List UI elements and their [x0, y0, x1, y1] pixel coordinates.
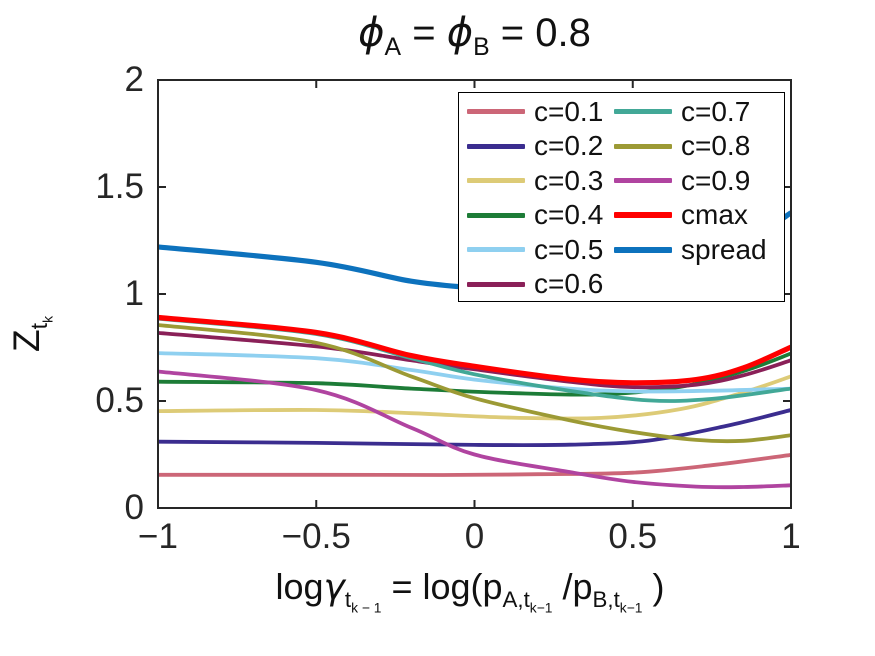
legend-label: c=0.4 — [534, 199, 604, 230]
series-line-c0.1 — [158, 453, 791, 477]
series-line-c0.5 — [158, 351, 791, 394]
legend-item-spread: spread — [614, 232, 767, 267]
legend-swatch — [614, 246, 672, 253]
legend-swatch — [467, 143, 525, 149]
legend-swatch — [467, 281, 525, 287]
y-tick-label: 1.5 — [95, 167, 144, 206]
legend-item-c0.1: c=0.1 — [467, 94, 603, 129]
title-subscript-a: A — [384, 34, 402, 61]
legend-swatch — [614, 178, 672, 183]
legend-swatch — [614, 109, 672, 114]
legend-item-c0.4: c=0.4 — [467, 198, 603, 233]
series-line-c0.8 — [158, 323, 791, 444]
legend-item-c0.8: c=0.8 — [614, 129, 750, 164]
legend-swatch — [467, 247, 525, 252]
title-subscript-b: B — [473, 34, 490, 61]
series-line-c0.2 — [158, 408, 791, 448]
phi-symbol: ϕ — [358, 10, 385, 56]
legend-item-cmax: cmax — [614, 198, 748, 233]
series-line-c0.7 — [158, 316, 791, 403]
gamma-symbol: γ — [323, 567, 345, 608]
plot-title: ϕA = ϕB = 0.8 — [358, 10, 591, 61]
legend-label: c=0.6 — [534, 268, 604, 299]
legend-label: c=0.3 — [534, 164, 604, 196]
phi-symbol: ϕ — [446, 10, 474, 56]
legend-item-c0.9: c=0.9 — [614, 163, 750, 198]
legend-item-c0.3: c=0.3 — [467, 163, 603, 198]
legend-label: c=0.5 — [534, 233, 604, 265]
legend-swatch — [614, 212, 672, 218]
series-line-c0.9 — [158, 369, 791, 490]
x-tick-label: −1 — [138, 517, 178, 556]
legend-box: c=0.1 c=0.2 c=0.3 c=0.4 c=0.5 c=0.6 c=0.7 c=0.8… — [458, 92, 785, 302]
y-tick-label: 1 — [124, 274, 144, 313]
y-tick-label: 0.5 — [95, 381, 144, 420]
x-tick-label: 1 — [781, 517, 801, 556]
x-tick-label: 0.5 — [608, 517, 658, 556]
legend-swatch — [467, 109, 525, 114]
y-tick-label: 2 — [124, 60, 144, 99]
legend-label: c=0.1 — [534, 95, 604, 127]
legend-label: c=0.8 — [681, 130, 751, 161]
legend-item-c0.5: c=0.5 — [467, 232, 603, 267]
legend-label: c=0.7 — [681, 95, 751, 127]
legend-item-c0.6: c=0.6 — [467, 267, 603, 302]
x-axis-label: logγtk − 1 = log(pA,tk−1 /pB,tk−1 ) — [275, 566, 665, 616]
legend-label: c=0.9 — [681, 164, 751, 196]
legend-label: c=0.2 — [534, 130, 604, 161]
series-line-cmax — [158, 314, 791, 386]
legend-item-c0.7: c=0.7 — [614, 94, 750, 129]
x-tick-label: 0 — [464, 517, 485, 556]
y-axis-label: Ztk — [6, 315, 57, 352]
legend-swatch — [467, 178, 525, 183]
y-tick-label: 0 — [124, 488, 144, 527]
legend-swatch — [614, 143, 672, 149]
legend-label: spread — [681, 233, 767, 265]
series-line-c0.4 — [158, 351, 791, 397]
x-tick-label: −0.5 — [281, 517, 351, 556]
legend-label: cmax — [681, 199, 748, 230]
legend-item-c0.2: c=0.2 — [467, 129, 603, 164]
legend-swatch — [467, 212, 525, 218]
